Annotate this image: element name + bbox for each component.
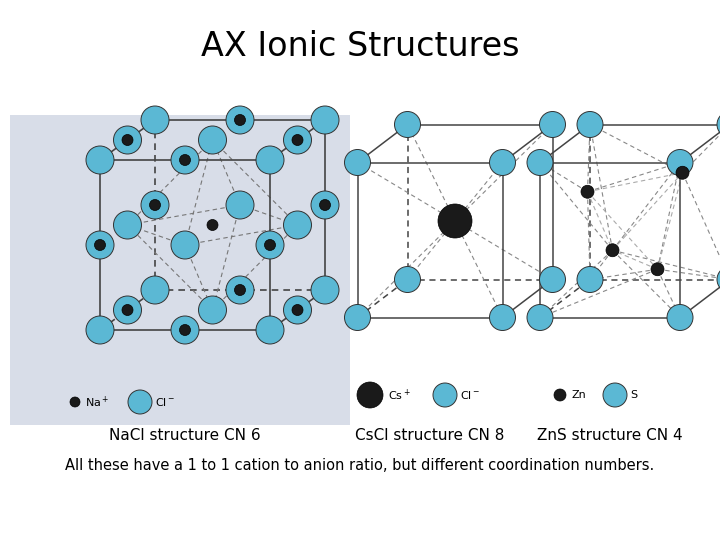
Circle shape: [284, 296, 312, 324]
Text: Na$^+$: Na$^+$: [85, 394, 109, 410]
Circle shape: [433, 383, 457, 407]
Circle shape: [141, 106, 169, 134]
Circle shape: [717, 267, 720, 293]
Circle shape: [581, 185, 594, 198]
Circle shape: [256, 146, 284, 174]
Circle shape: [292, 134, 303, 145]
Text: CsCl structure CN 8: CsCl structure CN 8: [355, 428, 505, 442]
Circle shape: [70, 397, 80, 407]
Circle shape: [311, 191, 339, 219]
Text: Cl$^-$: Cl$^-$: [460, 389, 480, 401]
Circle shape: [395, 267, 420, 293]
Circle shape: [344, 150, 371, 176]
Circle shape: [226, 106, 254, 134]
Circle shape: [114, 211, 142, 239]
Circle shape: [490, 305, 516, 330]
Circle shape: [86, 316, 114, 344]
Circle shape: [122, 134, 133, 145]
Circle shape: [395, 111, 420, 138]
Circle shape: [141, 276, 169, 304]
Text: Cl$^-$: Cl$^-$: [155, 396, 175, 408]
Circle shape: [256, 316, 284, 344]
Circle shape: [527, 305, 553, 330]
Circle shape: [490, 150, 516, 176]
Circle shape: [539, 267, 565, 293]
Circle shape: [667, 150, 693, 176]
Circle shape: [651, 263, 664, 276]
Circle shape: [235, 114, 246, 125]
Circle shape: [235, 285, 246, 295]
Circle shape: [256, 231, 284, 259]
Circle shape: [199, 126, 227, 154]
Circle shape: [676, 166, 689, 179]
Circle shape: [577, 267, 603, 293]
Circle shape: [438, 204, 472, 238]
Circle shape: [606, 244, 619, 256]
Circle shape: [717, 111, 720, 138]
Circle shape: [179, 154, 191, 165]
Circle shape: [226, 276, 254, 304]
Circle shape: [86, 146, 114, 174]
Circle shape: [539, 111, 565, 138]
Text: ZnS structure CN 4: ZnS structure CN 4: [537, 428, 683, 442]
Circle shape: [667, 305, 693, 330]
Circle shape: [554, 389, 566, 401]
Text: Zn: Zn: [572, 390, 587, 400]
Circle shape: [603, 383, 627, 407]
Circle shape: [311, 276, 339, 304]
Circle shape: [171, 146, 199, 174]
Circle shape: [344, 305, 371, 330]
Text: S: S: [630, 390, 637, 400]
Circle shape: [292, 305, 303, 315]
Circle shape: [226, 191, 254, 219]
Text: All these have a 1 to 1 cation to anion ratio, but different coordination number: All these have a 1 to 1 cation to anion …: [66, 457, 654, 472]
Circle shape: [94, 240, 106, 251]
Circle shape: [122, 305, 133, 315]
Circle shape: [264, 240, 276, 251]
Circle shape: [150, 199, 161, 211]
Circle shape: [128, 390, 152, 414]
Circle shape: [141, 191, 169, 219]
Circle shape: [114, 126, 142, 154]
Text: AX Ionic Structures: AX Ionic Structures: [201, 30, 519, 63]
Circle shape: [320, 199, 330, 211]
Circle shape: [357, 382, 383, 408]
Circle shape: [86, 231, 114, 259]
Circle shape: [179, 325, 191, 335]
Circle shape: [114, 296, 142, 324]
Circle shape: [577, 111, 603, 138]
Circle shape: [311, 106, 339, 134]
Circle shape: [284, 211, 312, 239]
Circle shape: [171, 316, 199, 344]
Text: NaCl structure CN 6: NaCl structure CN 6: [109, 428, 261, 442]
FancyBboxPatch shape: [10, 115, 350, 425]
Text: Cs$^+$: Cs$^+$: [388, 387, 411, 403]
Circle shape: [527, 150, 553, 176]
Circle shape: [207, 219, 218, 231]
Circle shape: [171, 231, 199, 259]
Circle shape: [284, 126, 312, 154]
Circle shape: [199, 296, 227, 324]
